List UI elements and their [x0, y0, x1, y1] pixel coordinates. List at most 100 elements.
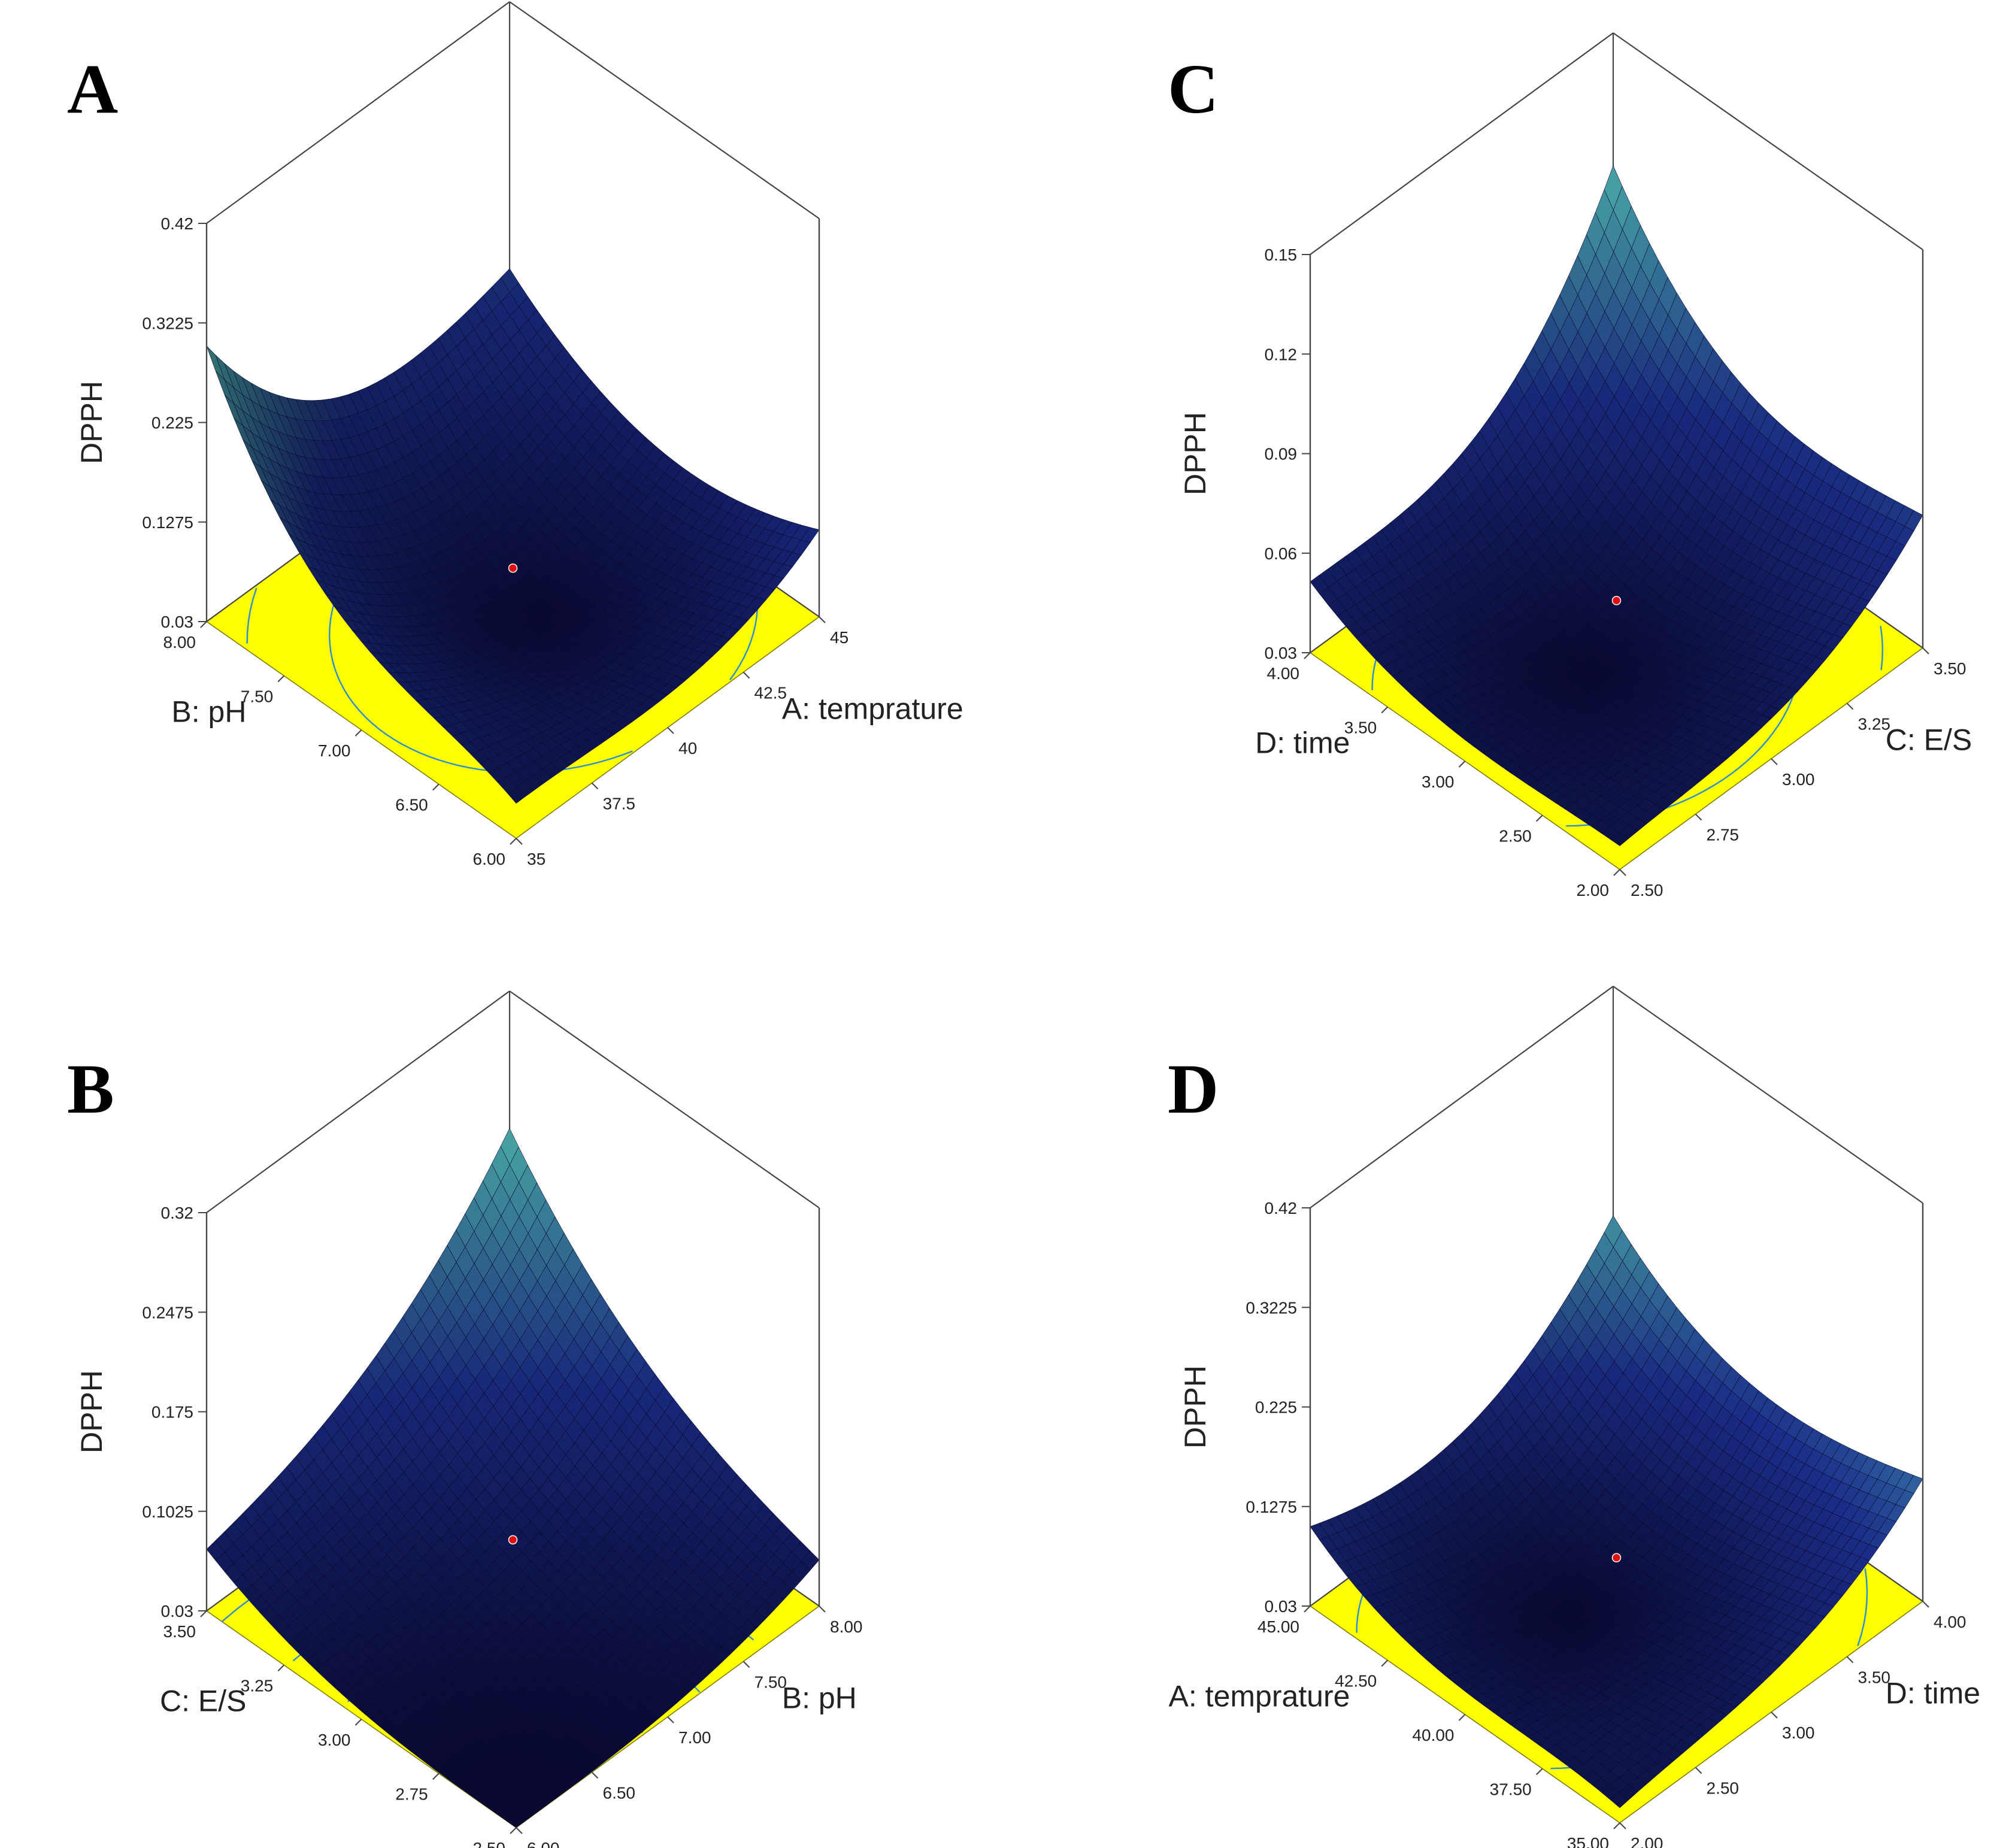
y-axis-title: A: temprature — [1169, 1680, 1350, 1713]
x-tick-label: 8.00 — [830, 1617, 863, 1636]
z-tick-label: 0.42 — [161, 214, 194, 233]
y-tick-mark — [354, 1719, 362, 1726]
y-tick-mark — [200, 621, 207, 628]
x-tick-mark — [516, 1827, 523, 1834]
y-tick-label: 37.50 — [1490, 1780, 1532, 1799]
y-tick-mark — [1458, 1714, 1466, 1721]
z-tick-label: 0.09 — [1265, 445, 1298, 463]
x-tick-label: 6.00 — [527, 1839, 560, 1848]
y-tick-label: 7.00 — [318, 741, 351, 760]
z-tick-label: 0.2475 — [142, 1303, 193, 1322]
design-point-marker — [1611, 1553, 1622, 1563]
x-tick-mark — [1619, 869, 1626, 876]
design-point-marker — [1611, 596, 1622, 605]
y-tick-label: 3.00 — [1422, 772, 1455, 791]
frame-edge — [509, 1, 820, 219]
y-tick-label: 7.50 — [241, 687, 274, 706]
y-tick-label: 2.50 — [473, 1839, 506, 1848]
y-tick-mark — [1458, 761, 1466, 768]
y-tick-mark — [1381, 706, 1388, 714]
z-tick-label: 0.03 — [1265, 1597, 1298, 1616]
axis-ticks: 0.030.12750.2250.32250.42DPPH3537.54042.… — [75, 214, 963, 868]
y-tick-label: 2.00 — [1577, 881, 1610, 899]
y-tick-label: 6.00 — [473, 850, 506, 868]
y-tick-mark — [510, 838, 517, 845]
y-tick-label: 42.50 — [1335, 1672, 1377, 1691]
y-tick-label: 2.75 — [395, 1785, 428, 1804]
y-tick-mark — [432, 1773, 440, 1780]
z-tick-label: 0.225 — [151, 414, 193, 432]
y-axis-title: B: pH — [171, 695, 246, 729]
panel-label: D — [1168, 1050, 1219, 1128]
response-surface — [1310, 165, 1923, 846]
x-tick-mark — [819, 1605, 826, 1613]
x-tick-label: 35 — [527, 850, 546, 868]
frame-edge — [509, 990, 820, 1208]
surface-cell — [507, 1814, 526, 1828]
z-axis-title: DPPH — [1178, 1365, 1212, 1449]
y-tick-label: 2.50 — [1499, 827, 1532, 846]
x-tick-mark — [1771, 1711, 1778, 1719]
y-tick-mark — [277, 1664, 284, 1672]
z-axis-title: DPPH — [75, 381, 108, 464]
x-tick-label: 2.50 — [1631, 881, 1663, 899]
z-tick-label: 0.06 — [1265, 544, 1298, 563]
y-tick-mark — [1304, 652, 1311, 659]
y-tick-label: 3.25 — [241, 1677, 274, 1695]
y-tick-mark — [432, 783, 440, 791]
y-tick-mark — [510, 1827, 517, 1834]
x-tick-label: 42.5 — [754, 684, 787, 702]
z-axis-title: DPPH — [75, 1370, 108, 1453]
y-axis-title: C: E/S — [160, 1685, 246, 1718]
x-tick-mark — [1846, 1656, 1854, 1664]
y-tick-label: 40.00 — [1412, 1726, 1454, 1744]
surface-cell — [1610, 832, 1629, 846]
x-tick-label: 7.00 — [678, 1728, 711, 1747]
y-tick-label: 35.00 — [1567, 1834, 1609, 1848]
z-tick-label: 0.03 — [1265, 644, 1298, 662]
z-tick-label: 0.3225 — [142, 314, 193, 332]
surface-panel-c: 0.030.060.090.120.15DPPH2.502.753.003.25… — [1168, 32, 1972, 899]
x-tick-mark — [516, 838, 523, 845]
y-tick-mark — [1536, 1768, 1543, 1776]
z-tick-label: 0.12 — [1265, 345, 1298, 363]
z-tick-label: 0.175 — [151, 1403, 193, 1422]
x-tick-label: 3.00 — [1782, 1723, 1815, 1742]
response-surface — [1310, 1215, 1923, 1808]
x-tick-mark — [1695, 813, 1702, 821]
z-tick-label: 0.03 — [161, 1602, 194, 1620]
x-tick-mark — [591, 782, 599, 790]
surface-panel-a: 0.030.12750.2250.32250.42DPPH3537.54042.… — [67, 1, 963, 868]
x-tick-label: 40 — [678, 739, 697, 758]
response-surface — [206, 268, 820, 804]
y-tick-label: 45.00 — [1258, 1617, 1299, 1636]
panel-label: B — [67, 1050, 114, 1128]
axis-ticks: 0.030.060.090.120.15DPPH2.502.753.003.25… — [1178, 246, 1972, 899]
y-tick-label: 8.00 — [163, 633, 196, 652]
surface-cell — [1610, 1792, 1629, 1808]
y-tick-mark — [1613, 869, 1620, 876]
y-tick-mark — [1536, 814, 1543, 822]
x-tick-label: 3.50 — [1934, 659, 1966, 678]
x-tick-label: 3.00 — [1782, 770, 1815, 789]
z-tick-label: 0.42 — [1265, 1199, 1298, 1217]
y-tick-mark — [1613, 1822, 1620, 1829]
surface-cell — [507, 786, 526, 804]
y-tick-mark — [354, 729, 362, 737]
frame-edge — [206, 1, 510, 224]
design-point-marker — [508, 563, 518, 573]
y-tick-mark — [200, 1610, 207, 1617]
y-axis-title: D: time — [1255, 726, 1350, 760]
x-tick-mark — [1922, 1601, 1929, 1608]
x-tick-mark — [1695, 1767, 1702, 1774]
x-tick-label: 37.5 — [603, 795, 636, 813]
x-tick-label: 3.25 — [1858, 715, 1891, 734]
design-point-marker — [508, 1535, 518, 1545]
x-axis-title: C: E/S — [1886, 723, 1972, 757]
axis-ticks: 0.030.10250.1750.24750.32DPPH6.006.507.0… — [75, 1204, 863, 1848]
x-tick-mark — [667, 1716, 674, 1723]
x-axis-title: A: temprature — [782, 692, 963, 726]
x-tick-mark — [743, 671, 750, 679]
panel-label: C — [1168, 50, 1219, 128]
